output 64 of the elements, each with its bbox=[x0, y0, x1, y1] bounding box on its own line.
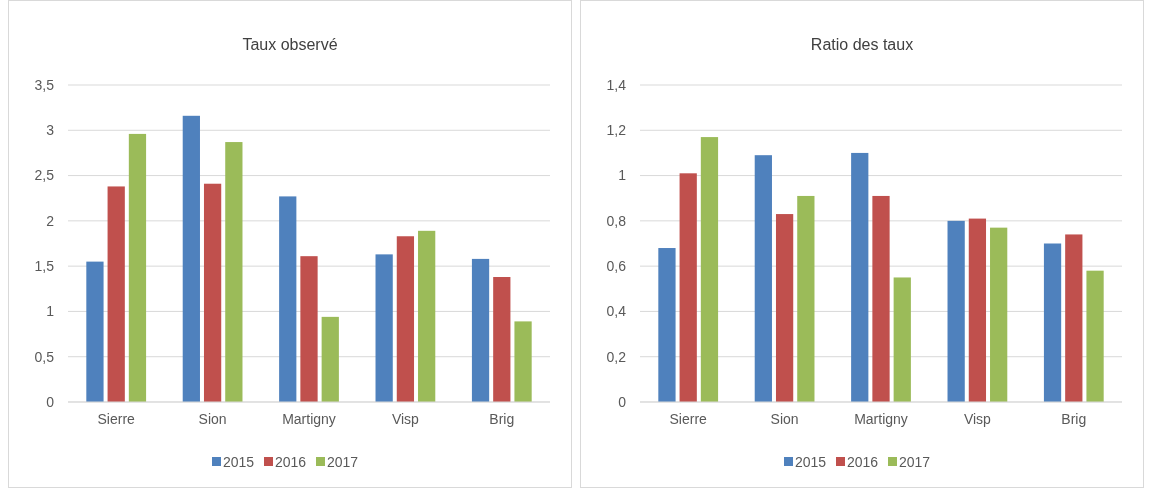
y-tick-label: 0,2 bbox=[606, 348, 627, 365]
x-tick-label: Martigny bbox=[854, 411, 908, 427]
y-tick-label: 3,5 bbox=[34, 76, 55, 93]
y-tick-label: 2 bbox=[46, 212, 55, 229]
legend-label: 2015 bbox=[223, 453, 255, 470]
y-tick-label: 0,8 bbox=[606, 212, 627, 229]
x-tick-label: Visp bbox=[391, 411, 420, 427]
bar bbox=[1086, 270, 1104, 402]
bar bbox=[947, 220, 965, 402]
bar bbox=[225, 142, 243, 402]
x-tick-label: Sierre bbox=[97, 411, 136, 427]
bar bbox=[514, 321, 532, 402]
bar bbox=[203, 183, 222, 402]
bar bbox=[893, 277, 911, 402]
y-tick-label: 1 bbox=[618, 167, 627, 184]
bar bbox=[658, 248, 676, 402]
y-tick-label: 3 bbox=[46, 122, 55, 139]
x-tick-label: Brig bbox=[1061, 411, 1087, 427]
x-tick-label: Martigny bbox=[282, 411, 336, 427]
x-tick-label: Sierre bbox=[669, 411, 708, 427]
y-tick-label: 1,2 bbox=[606, 122, 627, 139]
bar bbox=[872, 195, 890, 402]
legend-label: 2017 bbox=[899, 453, 931, 470]
y-tick-label: 0 bbox=[618, 393, 627, 410]
bar bbox=[107, 186, 125, 402]
bar bbox=[775, 214, 794, 402]
y-tick-label: 2,5 bbox=[34, 167, 55, 184]
bar bbox=[797, 195, 815, 402]
bar bbox=[700, 137, 719, 402]
x-tick-label: Sion bbox=[198, 411, 227, 427]
bar bbox=[300, 256, 318, 402]
bar bbox=[1043, 243, 1062, 402]
legend-label: 2017 bbox=[327, 453, 359, 470]
bar bbox=[990, 227, 1008, 402]
y-tick-label: 1,5 bbox=[34, 258, 55, 275]
bar bbox=[128, 133, 147, 402]
x-tick-label: Visp bbox=[963, 411, 992, 427]
legend-label: 2016 bbox=[847, 453, 879, 470]
chart-title: Ratio des taux bbox=[810, 36, 914, 53]
bar bbox=[471, 258, 490, 402]
y-tick-label: 1 bbox=[46, 303, 55, 320]
bar bbox=[968, 218, 987, 402]
x-tick-label: Sion bbox=[770, 411, 799, 427]
y-tick-label: 0,5 bbox=[34, 348, 55, 365]
bar bbox=[1065, 234, 1083, 402]
bar bbox=[679, 173, 697, 402]
legend-label: 2015 bbox=[795, 453, 827, 470]
chart-title: Taux observé bbox=[242, 36, 338, 53]
bar bbox=[754, 155, 772, 402]
bar bbox=[86, 261, 104, 402]
y-tick-label: 0 bbox=[46, 393, 55, 410]
bar bbox=[493, 277, 511, 402]
y-tick-label: 0,6 bbox=[606, 258, 627, 275]
bar bbox=[375, 254, 393, 402]
bar bbox=[182, 115, 200, 402]
x-tick-label: Brig bbox=[489, 411, 515, 427]
bar bbox=[418, 230, 436, 402]
bar bbox=[279, 196, 297, 402]
bar bbox=[321, 316, 339, 402]
legend-label: 2016 bbox=[275, 453, 307, 470]
y-tick-label: 0,4 bbox=[606, 303, 627, 320]
y-tick-label: 1,4 bbox=[606, 76, 627, 93]
bar bbox=[396, 236, 415, 402]
bar bbox=[851, 152, 869, 402]
